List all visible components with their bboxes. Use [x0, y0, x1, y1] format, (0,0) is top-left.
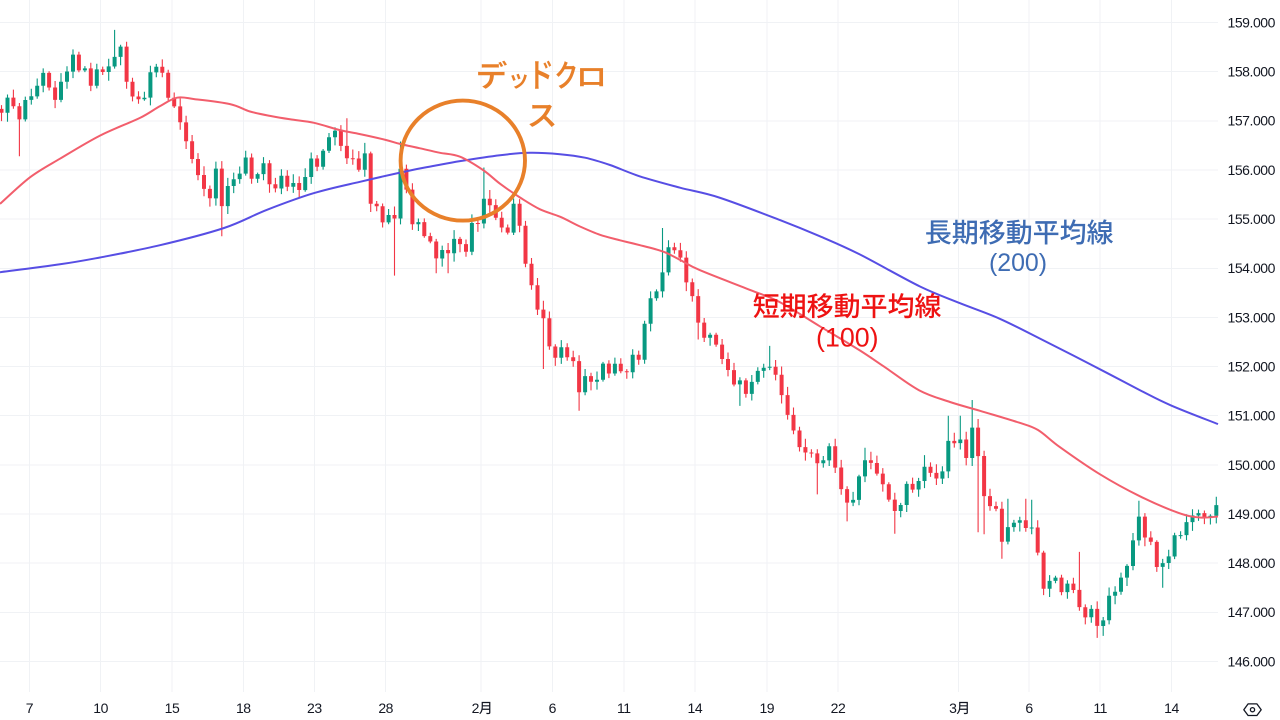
- svg-text:147.000: 147.000: [1228, 604, 1276, 620]
- svg-text:11: 11: [1093, 700, 1107, 716]
- svg-text:14: 14: [688, 700, 703, 716]
- svg-text:10: 10: [93, 700, 108, 716]
- svg-text:156.000: 156.000: [1228, 162, 1276, 178]
- svg-text:18: 18: [236, 700, 251, 716]
- svg-text:159.000: 159.000: [1228, 14, 1276, 30]
- svg-text:6: 6: [549, 700, 557, 716]
- svg-text:158.000: 158.000: [1228, 64, 1276, 80]
- svg-text:146.000: 146.000: [1228, 653, 1276, 669]
- svg-text:11: 11: [617, 700, 631, 716]
- svg-text:(200): (200): [989, 249, 1047, 277]
- svg-text:155.000: 155.000: [1228, 211, 1276, 227]
- svg-text:154.000: 154.000: [1228, 260, 1276, 276]
- svg-text:148.000: 148.000: [1228, 555, 1276, 571]
- svg-text:15: 15: [165, 700, 180, 716]
- svg-text:(100): (100): [816, 322, 879, 352]
- svg-text:151.000: 151.000: [1228, 408, 1276, 424]
- svg-text:152.000: 152.000: [1228, 359, 1276, 375]
- svg-text:157.000: 157.000: [1228, 113, 1276, 129]
- svg-text:19: 19: [759, 700, 774, 716]
- svg-text:153.000: 153.000: [1228, 309, 1276, 325]
- svg-text:149.000: 149.000: [1228, 506, 1276, 522]
- svg-text:28: 28: [378, 700, 393, 716]
- svg-text:3: 3: [949, 700, 957, 716]
- svg-text:6: 6: [1025, 700, 1033, 716]
- svg-text:7: 7: [26, 700, 34, 716]
- svg-text:22: 22: [831, 700, 846, 716]
- svg-text:14: 14: [1164, 700, 1179, 716]
- svg-text:2: 2: [472, 700, 480, 716]
- svg-text:150.000: 150.000: [1228, 457, 1276, 473]
- svg-text:23: 23: [307, 700, 322, 716]
